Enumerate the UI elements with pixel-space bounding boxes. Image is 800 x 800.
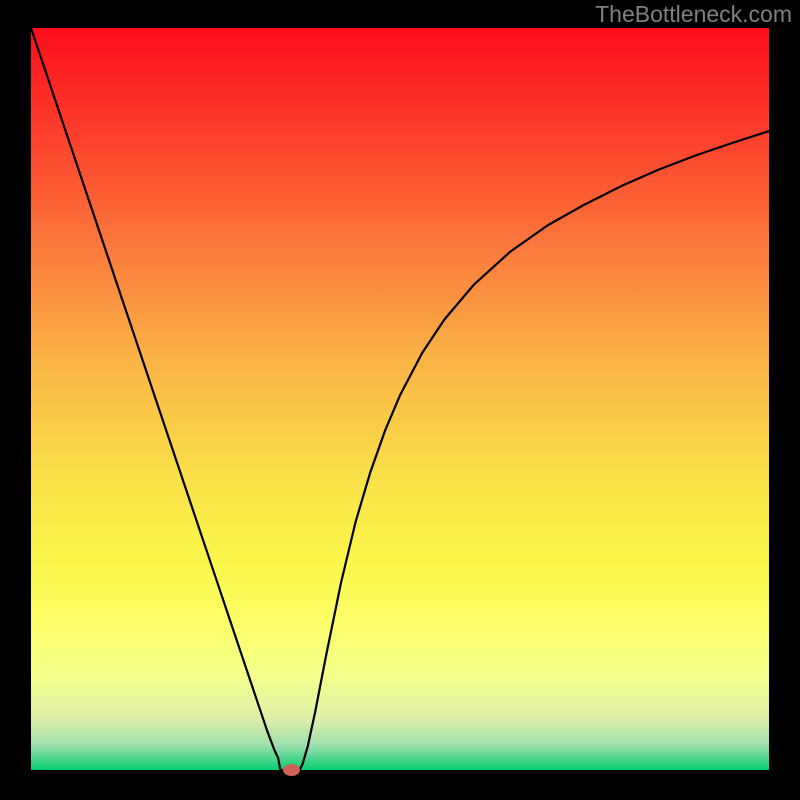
bottleneck-chart: TheBottleneck.com xyxy=(0,0,800,800)
watermark-label: TheBottleneck.com xyxy=(595,1,792,27)
plot-background-gradient xyxy=(31,28,769,770)
optimal-point-marker xyxy=(283,764,300,776)
